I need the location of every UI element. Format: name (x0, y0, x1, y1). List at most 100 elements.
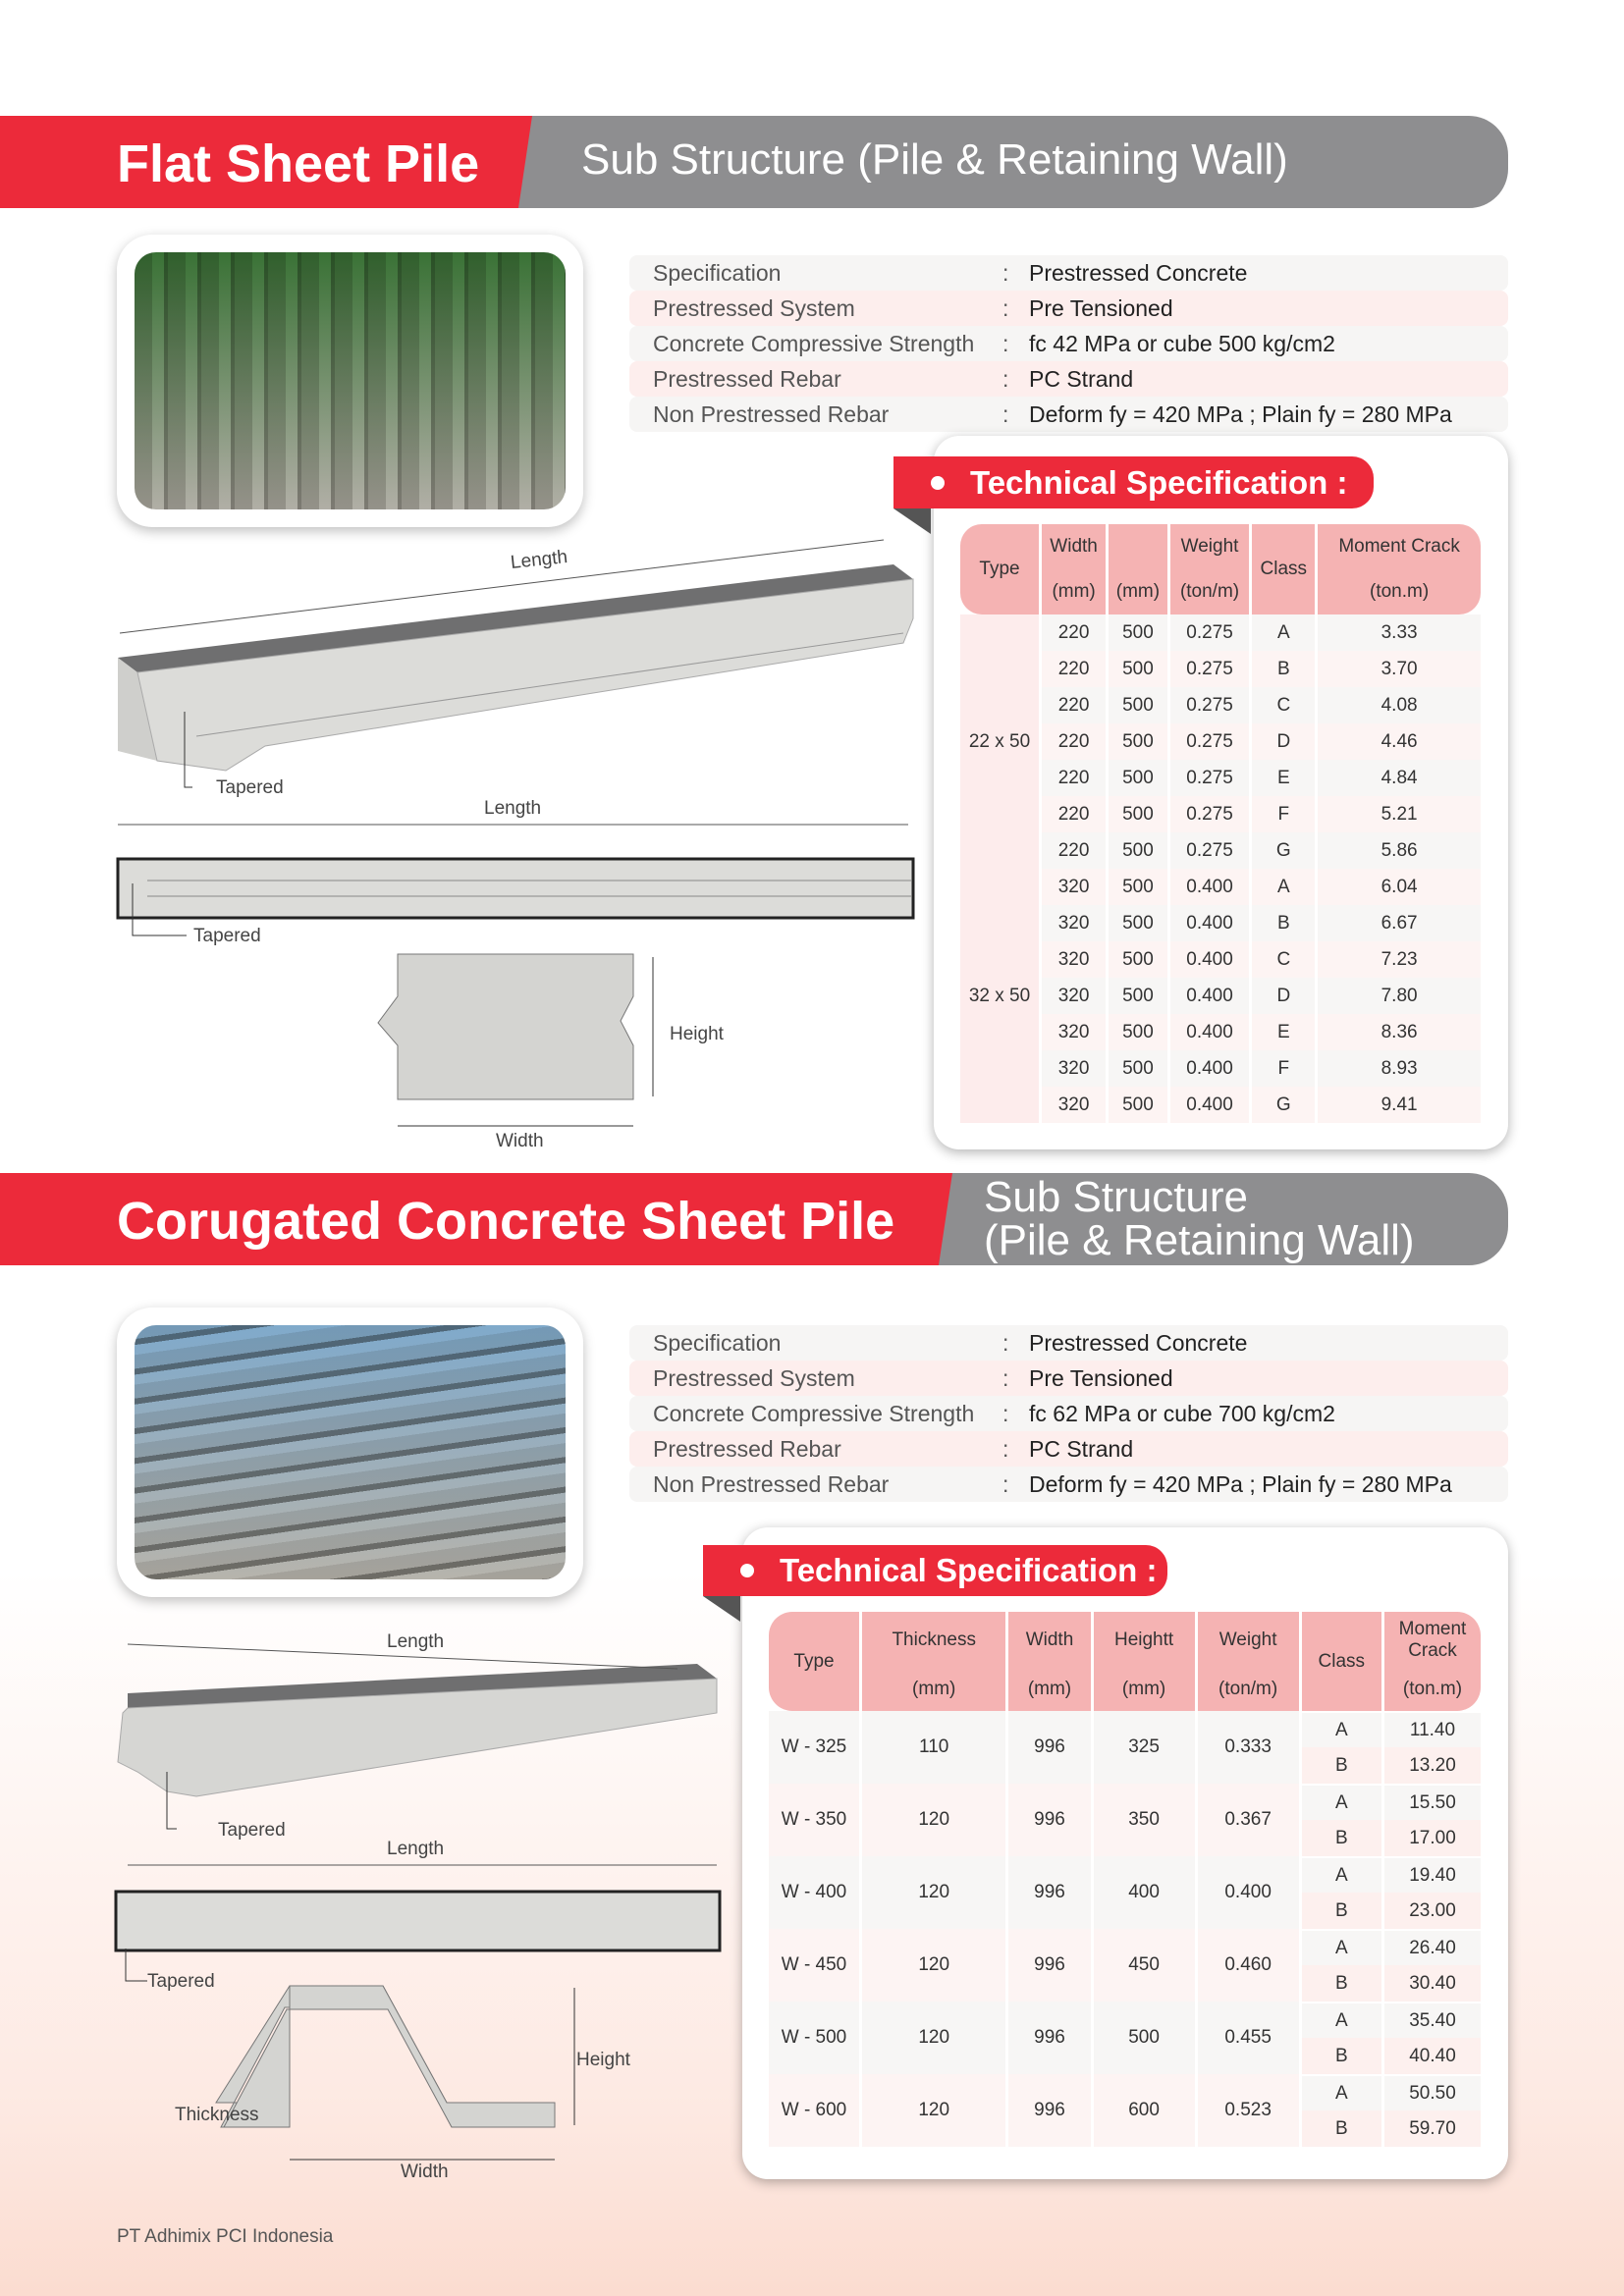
table-row: 220 500 0.275 F 5.21 (960, 796, 1481, 832)
section2-technical-spec-tag: Technical Specification : (703, 1545, 1167, 1596)
header-moment: Moment Crack (1318, 524, 1481, 569)
cell-class: F (1252, 796, 1316, 832)
cell-weight: 0.275 (1169, 796, 1250, 832)
cell-class: A (1301, 1929, 1381, 1965)
tag-fold (893, 508, 931, 534)
table-row: B 30.40 (769, 1965, 1481, 2002)
cell-moment: 30.40 (1384, 1965, 1481, 2002)
cell-width: 996 (1008, 1929, 1091, 2002)
cell-class: B (1301, 1965, 1381, 2002)
cell-moment: 4.46 (1318, 723, 1481, 760)
header-blank (1109, 524, 1167, 569)
spec-row: Concrete Compressive Strength: fc 62 MPa … (629, 1396, 1508, 1431)
cell-weight: 0.275 (1169, 651, 1250, 687)
cell-width: 220 (1042, 832, 1107, 869)
cell-type: W - 325 (769, 1711, 859, 1784)
spec-colon: : (1002, 1400, 1009, 1426)
section2-title: Corugated Concrete Sheet Pile (117, 1192, 895, 1251)
cell-width: 320 (1042, 1087, 1107, 1123)
table-row: 320 500 0.400 D 7.80 (960, 978, 1481, 1014)
cell-thickness: 120 (862, 2002, 1006, 2074)
table-row: W - 500 120 996 500 0.455 A 35.40 (769, 2002, 1481, 2074)
cell-dim: 500 (1109, 614, 1167, 651)
section1-subtitle: Sub Structure (Pile & Retaining Wall) (581, 135, 1288, 184)
cell-type: W - 400 (769, 1856, 859, 1929)
cell-moment: 9.41 (1318, 1087, 1481, 1123)
spec-key: Non Prestressed Rebar (653, 1470, 890, 1497)
length-dimension-line (119, 539, 885, 634)
tapered-label: Tapered (218, 1820, 286, 1841)
cell-class: C (1252, 687, 1316, 723)
cell-weight: 0.460 (1197, 1929, 1299, 2002)
header-moment: Moment Crack (1384, 1612, 1481, 1668)
table-row: 220 500 0.275 B 3.70 (960, 651, 1481, 687)
cell-class: G (1252, 832, 1316, 869)
pile-cross-section-drawing (215, 1985, 575, 2161)
cell-dim: 500 (1109, 978, 1167, 1014)
cell-class: A (1301, 1711, 1381, 1747)
unit-blank: (mm) (1109, 569, 1167, 614)
unit-weight: (ton/m) (1169, 569, 1250, 614)
header-class: Class (1301, 1612, 1381, 1711)
cell-weight: 0.275 (1169, 687, 1250, 723)
cell-moment: 23.00 (1384, 1893, 1481, 1929)
corrugated-sheet-pile-photo (117, 1308, 583, 1597)
cell-class: A (1252, 869, 1316, 905)
cell-thickness: 110 (862, 1711, 1006, 1784)
table-row: 320 500 0.400 C 7.23 (960, 941, 1481, 978)
spec-value: PC Strand (1029, 1435, 1134, 1462)
spec-row: Prestressed Rebar: PC Strand (629, 1431, 1508, 1467)
cell-width: 996 (1008, 2002, 1091, 2074)
cell-weight: 0.275 (1169, 614, 1250, 651)
spec-key: Prestressed Rebar (653, 1435, 841, 1462)
corrugated-sheet-pile-diagram (114, 1643, 722, 2161)
cell-class: D (1252, 978, 1316, 1014)
cell-moment: 4.08 (1318, 687, 1481, 723)
cell-width: 320 (1042, 905, 1107, 941)
unit-moment: (ton.m) (1384, 1668, 1481, 1711)
cell-moment: 6.04 (1318, 869, 1481, 905)
cell-moment: 26.40 (1384, 1929, 1481, 1965)
cell-width: 320 (1042, 978, 1107, 1014)
flat-sheet-pile-diagram (116, 539, 915, 1127)
section1-spec-list: Specification: Prestressed Concrete Prestr… (629, 255, 1508, 432)
table-row: 220 500 0.275 C 4.08 (960, 687, 1481, 723)
table-row: B 13.20 (769, 1747, 1481, 1784)
cell-class: B (1301, 1893, 1381, 1929)
thickness-label: Thickness (175, 2105, 259, 2125)
cell-moment: 8.93 (1318, 1050, 1481, 1087)
cell-class: E (1252, 1014, 1316, 1050)
cell-weight: 0.400 (1169, 1014, 1250, 1050)
spec-colon: : (1002, 1329, 1009, 1356)
cell-width: 996 (1008, 1856, 1091, 1929)
spec-value: Pre Tensioned (1029, 294, 1173, 321)
section1-technical-spec-tag: Technical Specification : (893, 456, 1374, 508)
spec-key: Prestressed System (653, 294, 855, 321)
footer-company: PT Adhimix PCI Indonesia (117, 2226, 334, 2247)
cell-dim: 500 (1109, 1050, 1167, 1087)
pile-side-drawing (114, 1864, 722, 1952)
header-class: Class (1252, 524, 1316, 614)
cell-dim: 500 (1109, 796, 1167, 832)
cell-moment: 50.50 (1384, 2074, 1481, 2110)
table-row: 320 500 0.400 G 9.41 (960, 1087, 1481, 1123)
length-label-side: Length (387, 1839, 445, 1859)
header-type: Type (960, 524, 1039, 614)
pile-isometric-drawing (117, 1643, 718, 1797)
cell-dim: 500 (1109, 941, 1167, 978)
type-cell: 32 x 50 (960, 869, 1039, 1123)
table-row: W - 450 120 996 450 0.460 A 26.40 (769, 1929, 1481, 2002)
cell-width: 220 (1042, 651, 1107, 687)
cell-weight: 0.400 (1169, 1087, 1250, 1123)
spec-row: Non Prestressed Rebar: Deform fy = 420 MP… (629, 397, 1508, 432)
header-width: Width (1008, 1612, 1091, 1668)
spec-row: Specification: Prestressed Concrete (629, 255, 1508, 291)
cell-width: 220 (1042, 614, 1107, 651)
cell-moment: 11.40 (1384, 1711, 1481, 1747)
spec-value: Prestressed Concrete (1029, 259, 1248, 286)
cell-weight: 0.455 (1197, 2002, 1299, 2074)
length-label-side: Length (484, 798, 542, 819)
section1-subtitle-band: Sub Structure (Pile & Retaining Wall) (511, 116, 1508, 208)
cell-class: A (1301, 2074, 1381, 2110)
table-row: 220 500 0.275 D 4.46 (960, 723, 1481, 760)
